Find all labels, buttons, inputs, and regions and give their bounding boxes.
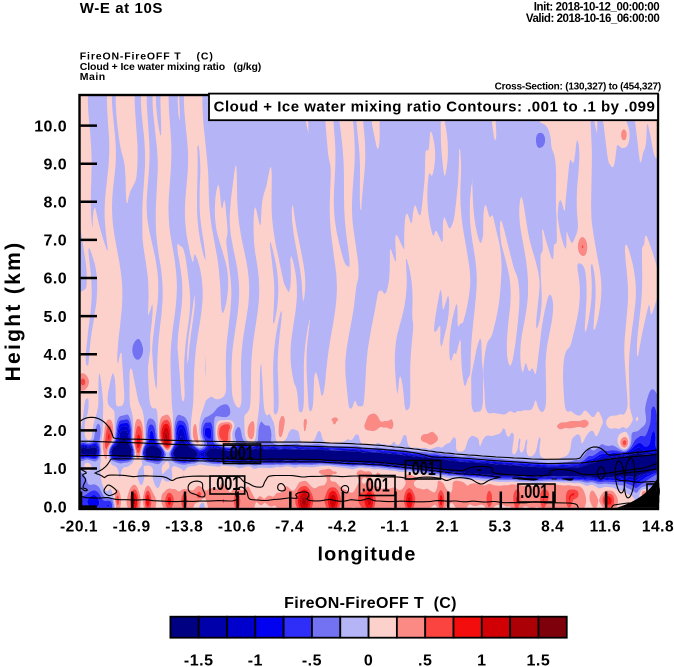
svg-text:-16.9: -16.9 [113,519,151,536]
svg-text:5.3: 5.3 [489,519,512,536]
svg-text:2.0: 2.0 [44,423,67,440]
svg-text:7.0: 7.0 [44,233,67,250]
svg-text:.001: .001 [226,442,254,463]
svg-text:1.0: 1.0 [44,461,67,478]
svg-text:Height (km): Height (km) [2,241,25,382]
svg-text:longitude: longitude [318,544,417,566]
svg-text:W-E at 10S: W-E at 10S [80,0,163,17]
svg-text:4.0: 4.0 [44,347,67,364]
svg-text:.001: .001 [520,481,548,502]
svg-text:8.0: 8.0 [44,195,67,212]
svg-text:-4.2: -4.2 [328,519,357,536]
svg-text:Cloud + Ice water mixing ratio: Cloud + Ice water mixing ratio Contours:… [214,99,656,116]
svg-text:-10.6: -10.6 [218,519,256,536]
svg-text:6.0: 6.0 [44,271,67,288]
svg-text:0.0: 0.0 [44,499,67,516]
svg-text:Cross-Section: (130,327) to (4: Cross-Section: (130,327) to (454,327) [495,82,661,93]
svg-text:1: 1 [477,652,486,667]
svg-text:10.0: 10.0 [34,118,67,135]
svg-text:-1: -1 [248,652,263,667]
svg-text:FireON-FireOFF T (C): FireON-FireOFF T (C) [284,595,457,612]
svg-text:Valid: 2018-10-16_06:00:00: Valid: 2018-10-16_06:00:00 [526,13,659,25]
svg-text:-.5: -.5 [302,652,322,667]
svg-text:14.8: 14.8 [642,519,674,536]
svg-text:5.0: 5.0 [44,309,67,326]
svg-text:.001: .001 [362,474,390,495]
svg-text:-1.1: -1.1 [380,519,409,536]
svg-text:Init: 2018-10-12_00:00:00: Init: 2018-10-12_00:00:00 [534,2,660,14]
svg-text:3.0: 3.0 [44,385,67,402]
svg-text:2.1: 2.1 [436,519,459,536]
svg-text:.001: .001 [408,458,436,479]
svg-text:-1.5: -1.5 [184,652,214,667]
svg-text:-13.8: -13.8 [165,519,203,536]
svg-text:1.5: 1.5 [527,652,551,667]
svg-text:-7.4: -7.4 [275,519,304,536]
svg-text:.001: .001 [212,473,240,494]
svg-text:11.6: 11.6 [590,519,622,536]
svg-text:8.4: 8.4 [541,519,564,536]
svg-text:FireON-FireOFF T (C): FireON-FireOFF T (C) [80,51,214,63]
svg-text:-20.1: -20.1 [60,519,98,536]
svg-text:Main: Main [80,71,106,83]
svg-text:9.0: 9.0 [44,156,67,173]
svg-text:0: 0 [364,652,373,667]
svg-text:.0: .0 [649,481,661,502]
svg-text:Cloud + Ice water mixing ratio: Cloud + Ice water mixing ratio (g/kg) [80,61,261,73]
svg-text:.5: .5 [418,652,432,667]
